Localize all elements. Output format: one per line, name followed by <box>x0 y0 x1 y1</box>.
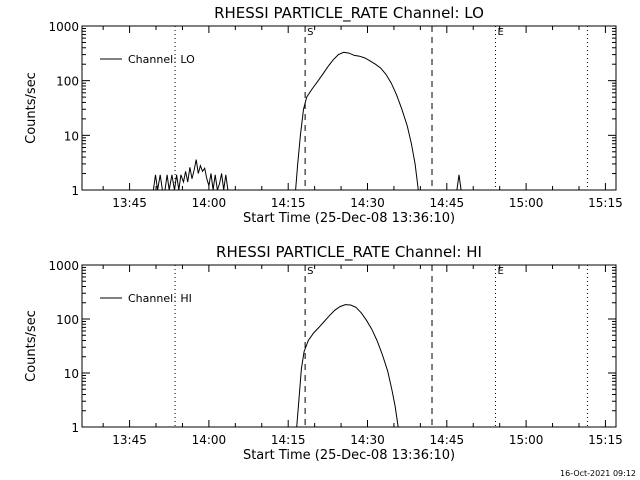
panel-2-x-tick-label: 13:45 <box>112 433 147 447</box>
panel-1-x-tick-label: 14:00 <box>192 196 227 210</box>
panel-1-x-tick-label: 15:00 <box>509 196 544 210</box>
panel-1-x-tick-label: 14:45 <box>430 196 465 210</box>
panel-1-y-tick-label: 100 <box>56 75 79 89</box>
panel-1-series-line-segment-2 <box>295 51 419 191</box>
panel-1-y-tick-label: 1 <box>71 184 79 198</box>
panel-1-x-axis-label: Start Time (25-Dec-08 13:36:10) <box>243 211 455 226</box>
panel-2-y-tick-label: 1000 <box>48 259 79 273</box>
panel-2-y-axis-label: Counts/sec <box>24 310 39 382</box>
panel-1-series-line-segment-1 <box>152 159 229 191</box>
panel-2-marker-label-E: E <box>497 266 503 277</box>
panel-1-y-tick-label: 1000 <box>48 20 79 34</box>
panel-1-series-line-segment-3 <box>456 174 462 191</box>
panel-2-x-tick-label: 14:00 <box>192 433 227 447</box>
panel-2-x-tick-label: 15:00 <box>509 433 544 447</box>
panel-1-y-axis-label: Counts/sec <box>24 72 39 144</box>
panel-2-x-tick-label: 15:15 <box>588 433 623 447</box>
panel-1-x-tick-label: 14:30 <box>350 196 385 210</box>
panel-2-x-tick-label: 14:15 <box>271 433 306 447</box>
panel-2-title: RHESSI PARTICLE_RATE Channel: HI <box>216 243 482 262</box>
panel-2-y-tick-label: 100 <box>56 313 79 327</box>
panel-2-x-axis-label: Start Time (25-Dec-08 13:36:10) <box>243 448 455 463</box>
panel-1-title: RHESSI PARTICLE_RATE Channel: LO <box>214 4 484 23</box>
panel-1-x-tick-label: 15:15 <box>588 196 623 210</box>
panel-2-legend-label: Channel: HI <box>128 292 192 305</box>
panel-2-frame <box>81 264 617 428</box>
panel-2-x-tick-label: 14:30 <box>350 433 385 447</box>
panel-2-x-tick-label: 14:45 <box>430 433 465 447</box>
panel-1-frame <box>81 25 617 191</box>
panel-1-marker-label-E: E <box>497 27 503 38</box>
panel-1-marker-label-S: S <box>307 27 313 38</box>
panel-1-x-tick-label: 14:15 <box>271 196 306 210</box>
panel-1-legend-label: Channel: LO <box>128 53 195 66</box>
panel-2-y-tick-label: 10 <box>64 367 79 381</box>
panel-1-x-tick-label: 13:45 <box>112 196 147 210</box>
panel-2-series-line-segment-1 <box>296 304 399 428</box>
panel-2-y-tick-label: 1 <box>71 421 79 435</box>
footer-timestamp: 16-Oct-2021 09:12 <box>560 469 636 478</box>
panel-2-marker-label-S: S <box>307 266 313 277</box>
panel-1-y-tick-label: 10 <box>64 129 79 143</box>
